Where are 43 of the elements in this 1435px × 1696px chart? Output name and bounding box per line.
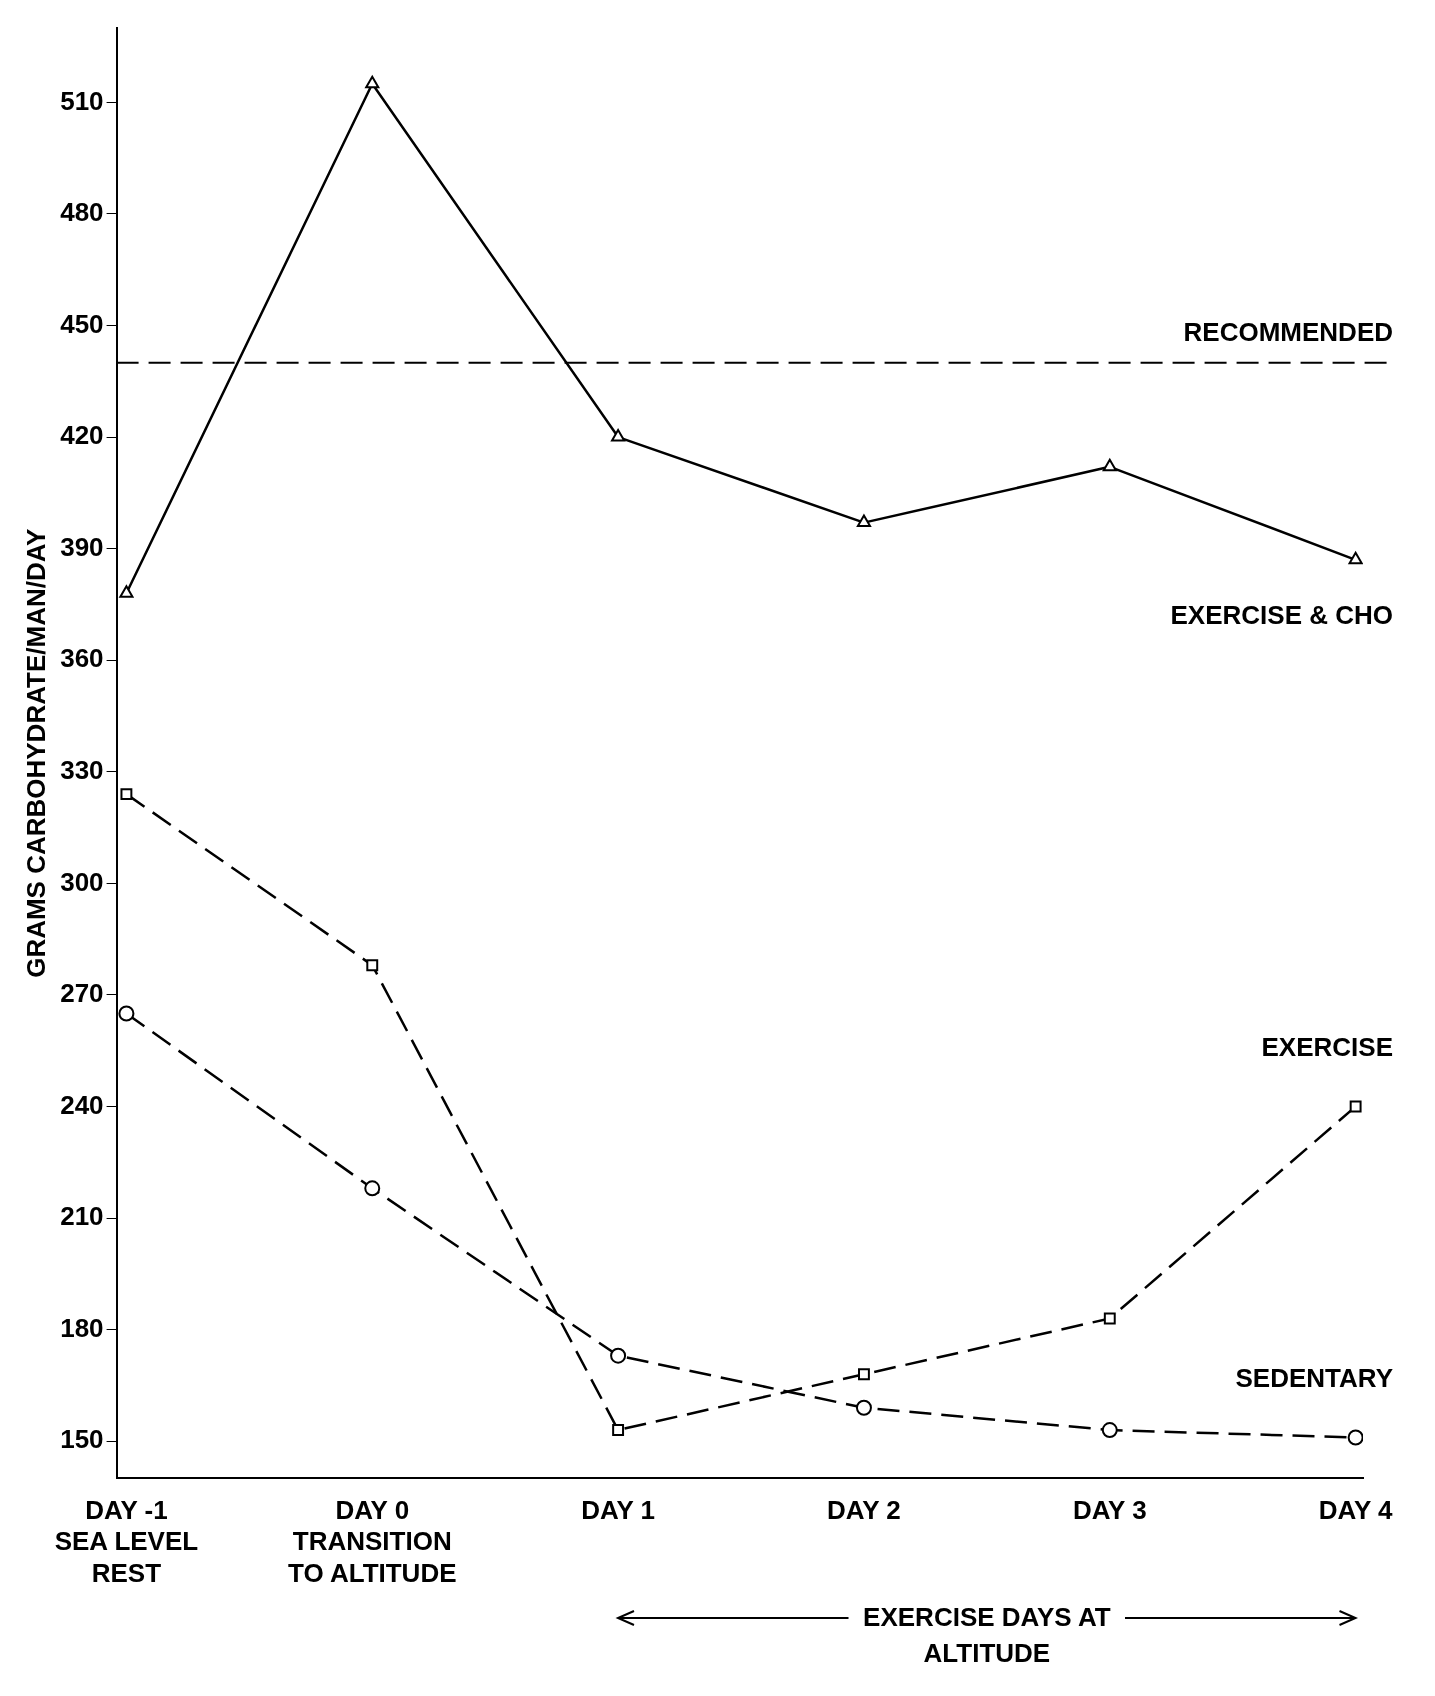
point xyxy=(365,75,380,89)
y-tick-label: 210 xyxy=(60,1201,104,1232)
series-label: EXERCISE & CHO xyxy=(1170,599,1393,630)
point xyxy=(119,585,134,598)
ref-line-label: RECOMMENDED xyxy=(1183,316,1393,347)
x-tick-label: DAY 1 xyxy=(581,1495,655,1526)
point xyxy=(1347,1429,1363,1446)
y-tick-label: 330 xyxy=(60,754,104,785)
y-tick-label: 480 xyxy=(60,197,104,228)
point xyxy=(612,1424,625,1436)
y-tick-label: 240 xyxy=(60,1089,104,1120)
point xyxy=(856,514,871,528)
point xyxy=(611,429,626,442)
series-label: SEDENTARY xyxy=(1235,1362,1393,1393)
point xyxy=(366,959,379,972)
y-tick-label: 180 xyxy=(60,1312,104,1343)
y-tick-label: 300 xyxy=(60,866,104,897)
y-tick-label: 390 xyxy=(60,531,104,562)
point xyxy=(610,1347,627,1364)
point xyxy=(1103,1312,1116,1325)
point xyxy=(364,1180,381,1197)
point xyxy=(855,1399,872,1416)
y-tick-label: 150 xyxy=(60,1424,104,1455)
y-axis-title: GRAMS CARBOHYDRATE/MAN/DAY xyxy=(20,528,51,978)
y-tick-label: 510 xyxy=(60,85,104,116)
point xyxy=(1348,551,1363,565)
x-tick-label: DAY 2 xyxy=(827,1495,901,1526)
point xyxy=(120,788,133,801)
point xyxy=(1349,1100,1362,1113)
y-tick-label: 360 xyxy=(60,643,104,674)
series-label: EXERCISE xyxy=(1261,1031,1393,1062)
x-tick-label: DAY -1 SEA LEVEL REST xyxy=(54,1495,199,1588)
y-tick-label: 450 xyxy=(60,308,104,339)
point xyxy=(1101,1422,1118,1439)
text: EXERCISE DAYS AT ALTITUDE xyxy=(863,1601,1111,1668)
y-tick-label: 270 xyxy=(60,978,104,1009)
y-tick-label: 420 xyxy=(60,420,104,451)
x-tick-label: DAY 4 xyxy=(1318,1495,1394,1526)
x-tick-label: DAY 3 xyxy=(1072,1495,1147,1526)
point xyxy=(118,1005,135,1022)
point xyxy=(857,1368,870,1381)
x-tick-label: DAY 0 TRANSITION TO ALTITUDE xyxy=(288,1495,457,1588)
point xyxy=(1102,458,1117,472)
